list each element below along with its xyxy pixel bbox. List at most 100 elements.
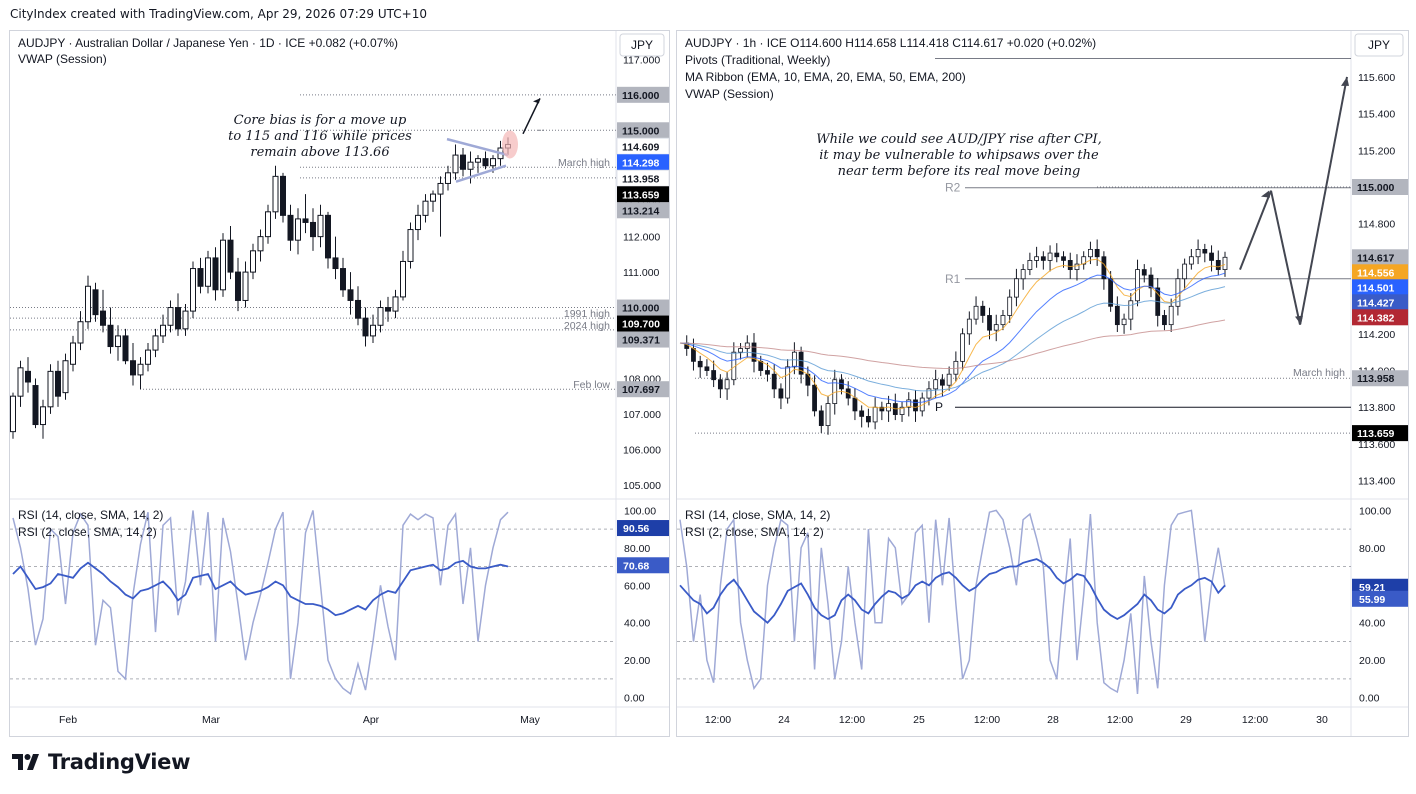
candle[interactable] bbox=[1047, 245, 1053, 272]
candle[interactable] bbox=[711, 360, 717, 388]
right-chart-svg[interactable]: JPY113.400113.600113.800114.000114.20011… bbox=[677, 31, 1408, 736]
candle[interactable] bbox=[452, 144, 459, 180]
candle[interactable] bbox=[430, 190, 436, 212]
candle[interactable] bbox=[785, 359, 791, 404]
candle[interactable] bbox=[980, 300, 986, 323]
candle[interactable] bbox=[892, 393, 898, 421]
candle[interactable] bbox=[953, 351, 959, 382]
candle[interactable] bbox=[1081, 251, 1087, 270]
candle[interactable] bbox=[973, 296, 979, 325]
currency-box[interactable] bbox=[1354, 33, 1404, 57]
candle[interactable] bbox=[145, 343, 151, 372]
candle[interactable] bbox=[1195, 239, 1201, 265]
candle[interactable] bbox=[872, 397, 878, 430]
candle[interactable] bbox=[445, 165, 451, 191]
candle[interactable] bbox=[865, 408, 871, 428]
candle[interactable] bbox=[906, 392, 912, 417]
candle[interactable] bbox=[55, 360, 61, 407]
candle[interactable] bbox=[265, 204, 271, 244]
right-chart-panel[interactable]: JPY113.400113.600113.800114.000114.20011… bbox=[676, 30, 1409, 737]
candle[interactable] bbox=[377, 300, 384, 333]
candle[interactable] bbox=[77, 311, 84, 351]
candle[interactable] bbox=[1135, 259, 1140, 307]
candle[interactable] bbox=[482, 151, 489, 170]
candle[interactable] bbox=[85, 275, 91, 329]
candle[interactable] bbox=[362, 307, 369, 347]
candle[interactable] bbox=[175, 293, 181, 336]
candle[interactable] bbox=[107, 307, 114, 354]
candle[interactable] bbox=[17, 360, 24, 407]
candle[interactable] bbox=[993, 314, 999, 342]
candle[interactable] bbox=[1020, 264, 1026, 290]
candle[interactable] bbox=[717, 374, 723, 399]
candle[interactable] bbox=[167, 300, 174, 333]
candle[interactable] bbox=[115, 325, 121, 361]
candle[interactable] bbox=[1040, 251, 1046, 270]
candle[interactable] bbox=[966, 311, 972, 345]
tradingview-logo[interactable]: TradingView bbox=[12, 750, 190, 774]
candle[interactable] bbox=[62, 353, 69, 400]
candle[interactable] bbox=[347, 272, 354, 315]
candle[interactable] bbox=[771, 364, 777, 399]
candle[interactable] bbox=[220, 233, 226, 297]
candle[interactable] bbox=[1128, 293, 1134, 331]
candle[interactable] bbox=[1175, 268, 1181, 316]
candle[interactable] bbox=[257, 229, 264, 262]
candle[interactable] bbox=[1000, 309, 1006, 331]
candle[interactable] bbox=[946, 366, 952, 391]
candle[interactable] bbox=[407, 222, 414, 269]
candle[interactable] bbox=[160, 314, 166, 343]
candle[interactable] bbox=[190, 261, 196, 319]
candle[interactable] bbox=[325, 211, 331, 269]
candle[interactable] bbox=[1168, 298, 1174, 332]
candle[interactable] bbox=[310, 208, 316, 251]
candle[interactable] bbox=[25, 357, 31, 393]
candle[interactable] bbox=[130, 343, 136, 386]
candle[interactable] bbox=[392, 289, 399, 319]
candle[interactable] bbox=[765, 362, 770, 382]
candle[interactable] bbox=[280, 172, 286, 223]
candle[interactable] bbox=[1101, 251, 1107, 290]
candle[interactable] bbox=[302, 194, 309, 234]
candle[interactable] bbox=[332, 236, 339, 280]
candle[interactable] bbox=[1054, 243, 1060, 263]
left-chart-panel[interactable]: JPY105.000106.000107.000108.000109.00011… bbox=[9, 30, 670, 737]
candle[interactable] bbox=[1074, 254, 1080, 281]
candle[interactable] bbox=[1141, 264, 1147, 283]
candle[interactable] bbox=[122, 328, 129, 365]
candle[interactable] bbox=[385, 296, 391, 322]
candle[interactable] bbox=[227, 226, 234, 280]
candle[interactable] bbox=[182, 304, 189, 336]
candle[interactable] bbox=[987, 307, 992, 340]
candle[interactable] bbox=[1202, 243, 1208, 263]
candle[interactable] bbox=[778, 383, 784, 410]
candle[interactable] bbox=[1007, 289, 1013, 323]
candle[interactable] bbox=[812, 375, 817, 417]
candle[interactable] bbox=[798, 346, 804, 384]
candle[interactable] bbox=[1182, 258, 1188, 290]
candle[interactable] bbox=[242, 261, 249, 308]
candle[interactable] bbox=[475, 155, 481, 173]
candle[interactable] bbox=[899, 401, 905, 422]
candle[interactable] bbox=[137, 357, 144, 390]
candle[interactable] bbox=[422, 194, 429, 223]
candle[interactable] bbox=[960, 328, 965, 371]
candle[interactable] bbox=[92, 282, 99, 322]
candle[interactable] bbox=[100, 289, 106, 333]
candle[interactable] bbox=[825, 395, 831, 435]
candle[interactable] bbox=[1094, 239, 1100, 266]
candle[interactable] bbox=[437, 176, 444, 237]
candle[interactable] bbox=[10, 392, 16, 439]
candle[interactable] bbox=[913, 389, 918, 422]
candle[interactable] bbox=[1014, 268, 1019, 307]
candle[interactable] bbox=[1162, 309, 1167, 331]
currency-box[interactable] bbox=[619, 33, 665, 57]
candle[interactable] bbox=[355, 286, 361, 326]
left-chart-svg[interactable]: JPY105.000106.000107.000108.000109.00011… bbox=[10, 31, 669, 736]
candle[interactable] bbox=[340, 257, 346, 297]
candle[interactable] bbox=[697, 355, 703, 378]
candle[interactable] bbox=[295, 208, 301, 255]
candle[interactable] bbox=[852, 388, 858, 421]
candle[interactable] bbox=[317, 204, 324, 248]
candle[interactable] bbox=[40, 399, 46, 439]
